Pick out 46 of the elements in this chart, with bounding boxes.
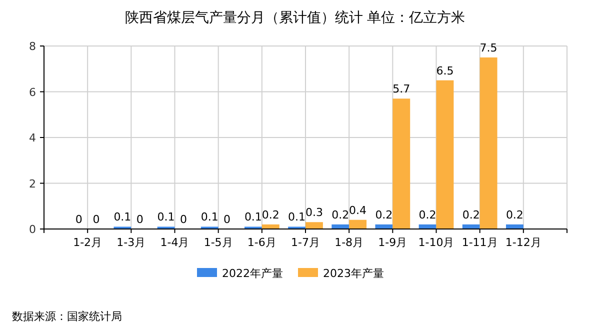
data-label: 0 (136, 213, 144, 226)
bar (392, 98, 410, 229)
y-tick-label: 6 (29, 86, 36, 99)
data-label: 0.1 (288, 210, 306, 224)
data-label: 5.7 (392, 82, 410, 96)
bar (480, 57, 498, 229)
bar (306, 222, 323, 229)
data-label: 0 (224, 213, 231, 226)
data-label: 0.1 (244, 210, 262, 224)
data-label: 0.4 (349, 204, 367, 217)
bar (436, 80, 454, 229)
data-label: 0.2 (375, 208, 393, 222)
x-tick-label: 1-7月 (291, 236, 320, 249)
data-label: 0.1 (157, 210, 175, 224)
bar (349, 220, 367, 229)
data-label: 0.1 (114, 210, 132, 224)
data-label: 6.5 (436, 64, 454, 78)
x-tick-label: 1-10月 (418, 236, 454, 249)
y-tick-label: 0 (29, 223, 36, 236)
data-label: 0 (92, 213, 100, 226)
data-label: 0.1 (200, 210, 218, 224)
x-tick-label: 1-8月 (334, 236, 364, 249)
x-tick-label: 1-11月 (462, 236, 498, 249)
x-tick-label: 1-12月 (505, 236, 542, 249)
y-tick-label: 8 (29, 40, 36, 53)
data-label: 0 (180, 213, 187, 226)
data-label: 0.2 (418, 208, 436, 222)
legend-label: 2022年产量 (222, 267, 283, 280)
x-tick-label: 1-6月 (247, 236, 276, 249)
source-note: 数据来源：国家统计局 (12, 310, 122, 323)
data-label: 7.5 (480, 41, 498, 54)
data-label: 0.2 (462, 208, 480, 222)
x-tick-label: 1-5月 (204, 236, 233, 249)
data-label: 0.2 (506, 208, 524, 222)
x-tick-label: 1-2月 (73, 236, 102, 249)
legend-label: 2023年产量 (323, 267, 384, 280)
y-tick-label: 2 (29, 177, 36, 190)
x-tick-label: 1-3月 (116, 236, 146, 249)
data-label: 0.2 (332, 208, 350, 222)
data-label: 0.3 (305, 206, 323, 220)
y-tick-label: 4 (29, 132, 36, 144)
x-tick-label: 1-4月 (160, 236, 190, 249)
x-tick-label: 1-9月 (378, 236, 408, 249)
data-label: 0 (75, 213, 82, 226)
chart-title: 陕西省煤层气产量分月（累计值）统计 单位：亿立方米 (124, 10, 466, 26)
data-label: 0.2 (262, 208, 280, 222)
